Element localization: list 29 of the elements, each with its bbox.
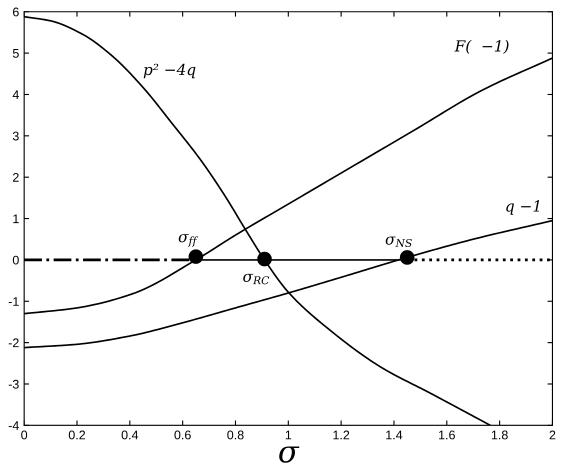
- x-tick-label: 0.2: [68, 430, 86, 440]
- y-tick-label: 1: [13, 214, 19, 224]
- x-tick-label: 1.8: [492, 430, 508, 440]
- y-tick-label: -4: [8, 421, 19, 430]
- data-label: σ$_{RC}$: [243, 274, 270, 284]
- x-tick-label: 1.2: [333, 430, 350, 440]
- y-tick-label: 6: [12, 8, 19, 16]
- x-tick-label: 1.4: [386, 430, 402, 440]
- series-label: F( −1): [454, 40, 509, 54]
- x-tick-label: 0.6: [174, 430, 191, 440]
- x-tick-label: 1.6: [439, 430, 455, 440]
- series-label: p² −4q: [144, 64, 196, 78]
- y-tick-label: 2: [12, 172, 19, 182]
- x-tick-label: 2: [550, 430, 556, 440]
- data-label: σ$_{NS}$: [386, 236, 412, 248]
- y-tick-label: 5: [12, 49, 19, 58]
- y-tick-label: 0: [12, 256, 19, 265]
- x-tick-label: 1: [286, 430, 292, 440]
- data-label: σ$_{ff}$: [178, 234, 198, 247]
- y-tick-label: -1: [8, 297, 19, 306]
- y-tick-label: -2: [8, 338, 19, 348]
- x-tick-label: 0: [21, 430, 28, 440]
- series-label: q −1: [506, 200, 540, 215]
- y-tick-label: -3: [8, 380, 19, 389]
- y-tick-label: 4: [12, 90, 19, 99]
- x-tick-label: 0.8: [227, 430, 244, 440]
- x-tick-label: 0.4: [122, 430, 138, 440]
- x-axis-title: σ: [279, 446, 300, 463]
- y-tick-label: 3: [12, 132, 19, 140]
